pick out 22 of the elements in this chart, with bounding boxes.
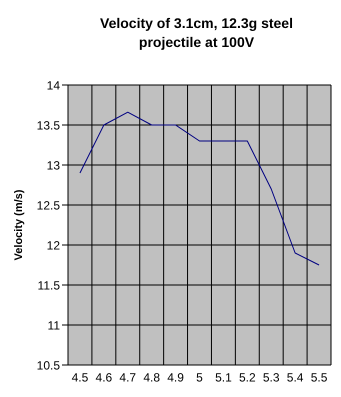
x-tick-label: 4.7 (119, 370, 136, 385)
y-tick-label: 12 (46, 238, 60, 252)
x-tick-label: 4.9 (167, 370, 184, 385)
y-tick-label: 11 (48, 318, 60, 332)
y-axis-title: Velocity (m/s) (12, 189, 25, 260)
x-tick-label: 5.3 (262, 370, 280, 385)
x-tick-label: 5.2 (238, 370, 256, 385)
y-tick-label: 10.5 (36, 358, 60, 372)
x-tick-label: 4.8 (143, 370, 160, 385)
x-tick-label: 5.4 (286, 370, 304, 385)
line-series (79, 112, 320, 266)
y-tick-label: 11.5 (38, 278, 60, 292)
x-tick-label: 5.5 (310, 370, 328, 385)
y-tick-label: 13.5 (36, 118, 60, 132)
x-tick-label: 4.5 (72, 370, 89, 385)
y-tick-label: 12.5 (36, 198, 60, 212)
y-tick-label: 13 (46, 158, 60, 172)
chart-title: Velocity of 3.1cm, 12.3g steel projectile at 100V (99, 14, 294, 52)
x-tick-label: 5 (196, 370, 204, 385)
y-tick-label: 14 (46, 78, 60, 92)
x-tick-label: 5.1 (215, 370, 232, 385)
x-tick-label: 4.6 (96, 370, 113, 385)
